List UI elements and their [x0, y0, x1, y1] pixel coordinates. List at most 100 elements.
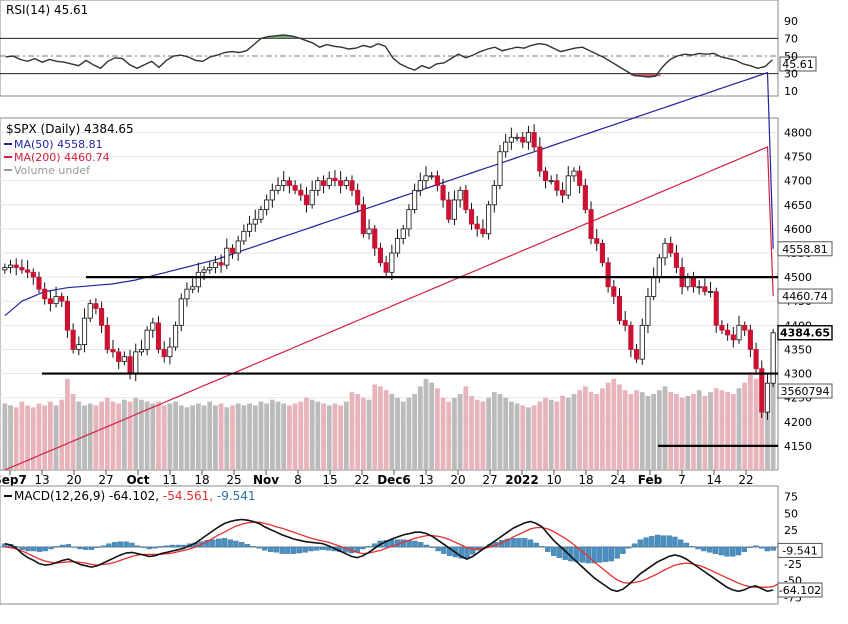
candle-down	[13, 264, 19, 268]
candle	[394, 228, 401, 257]
volume-bar	[213, 405, 218, 470]
macd-hist-bar	[712, 546, 719, 554]
candle-down	[753, 349, 759, 370]
candle	[639, 318, 645, 365]
candle-down	[690, 276, 697, 288]
macd-hist-bar	[770, 546, 776, 551]
macd-hist-bar	[533, 542, 539, 548]
macd-hist-bar	[470, 546, 476, 555]
macd-hist-bar	[649, 536, 655, 548]
price-tick-label: 4700	[784, 175, 812, 188]
volume-bar	[13, 407, 19, 470]
price-tick-label: 4750	[784, 151, 812, 164]
macd-hist-bar	[522, 538, 528, 548]
candle-down	[70, 329, 76, 350]
candle-down	[110, 349, 116, 353]
candle	[594, 228, 600, 252]
macd-hist-bar	[65, 544, 72, 548]
macd-hist-bar	[418, 542, 424, 548]
volume-bar	[110, 401, 116, 470]
candle-up	[497, 151, 503, 186]
volume-bar	[434, 388, 440, 470]
volume-bar	[104, 397, 110, 470]
volume-bar	[378, 386, 383, 470]
candle-down	[434, 175, 440, 186]
candle	[377, 242, 384, 267]
ma50-tag-box	[777, 241, 833, 257]
volume-bar	[634, 390, 639, 470]
candle	[247, 215, 253, 238]
macd-tick-label: 25	[784, 524, 798, 537]
candle	[19, 259, 25, 274]
close-tag-group: 4384.65	[777, 325, 833, 341]
candle-up	[150, 322, 156, 331]
volume-bar	[571, 394, 577, 470]
volume-bar	[281, 403, 287, 470]
volume-bar	[360, 397, 366, 470]
candle-down	[383, 262, 389, 273]
candle	[446, 191, 452, 224]
rsi-last-label-box	[779, 56, 817, 72]
candle-up	[309, 189, 315, 206]
candle-up	[269, 189, 275, 201]
macd-hist-tag: -9.541	[782, 544, 817, 557]
legend-entry: MA(200) 4460.74	[14, 151, 110, 164]
candle	[457, 186, 463, 208]
candle	[252, 209, 258, 232]
volume-bar	[452, 397, 457, 470]
candle	[423, 166, 429, 189]
volume-bar	[560, 395, 565, 470]
candle-up	[252, 218, 258, 225]
candle	[207, 262, 213, 274]
candle	[235, 235, 241, 261]
rsi-oversold-shade	[630, 73, 639, 76]
candle-down	[634, 349, 640, 360]
candle	[349, 175, 355, 197]
macd-hist-bar	[227, 539, 233, 548]
candle-up	[326, 177, 332, 186]
candle-down	[468, 209, 475, 225]
candle-up	[81, 317, 88, 346]
volume-bar	[167, 403, 173, 470]
candle	[241, 224, 247, 245]
candle	[161, 341, 167, 363]
candle	[713, 287, 719, 334]
volume-bar	[372, 384, 378, 470]
candle	[144, 326, 150, 356]
x-tick-label: 20	[66, 473, 81, 487]
candle-down	[747, 329, 753, 350]
candle-down	[560, 189, 566, 196]
macd-hist-bar	[88, 546, 95, 550]
candle-up	[707, 291, 714, 293]
candle	[343, 176, 349, 190]
candle	[30, 268, 36, 285]
price-tick-label: 4200	[784, 416, 812, 429]
candle-down	[446, 199, 452, 220]
macd-hist-bar	[579, 546, 586, 563]
x-tick-label: 11	[162, 473, 177, 487]
candle-down	[520, 136, 526, 143]
x-tick-label: 24	[610, 473, 625, 487]
volume-bar	[127, 401, 133, 470]
volume-bar	[218, 403, 224, 470]
candle-up	[241, 230, 247, 242]
macd-hist-bar	[695, 546, 701, 550]
macd-hist-bar	[285, 546, 291, 554]
candle-up	[412, 189, 418, 211]
macd-hist-bar	[360, 546, 366, 550]
volume-bar	[116, 403, 122, 470]
macd-hist-bar	[140, 546, 147, 548]
volume-bar	[406, 397, 412, 470]
rsi-tick-label: 10	[784, 85, 798, 98]
volume-bar	[82, 405, 87, 470]
legend-entry: MA(50) 4558.81	[14, 138, 103, 151]
volume-bar	[139, 399, 144, 470]
macd-hist-bar	[620, 546, 626, 554]
x-tick-label: 2022	[505, 473, 538, 487]
candle	[645, 288, 651, 334]
candle-down	[292, 185, 298, 191]
candle	[537, 137, 543, 177]
volume-bar	[463, 386, 469, 470]
candle-up	[389, 252, 395, 273]
